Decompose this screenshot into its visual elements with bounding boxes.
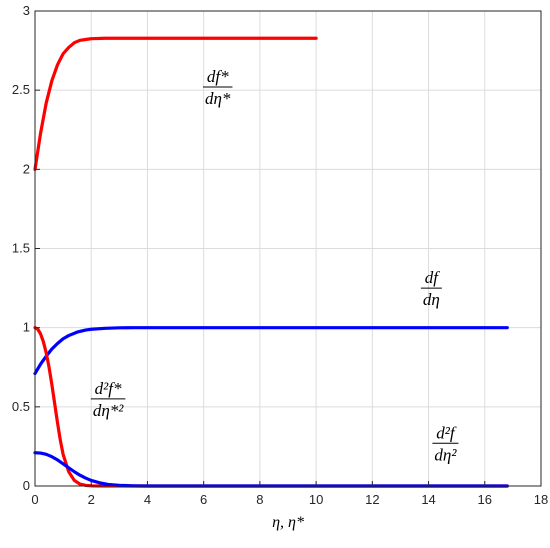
x-tick-label: 12 (365, 492, 379, 507)
annotation-numerator: d²f* (95, 379, 122, 398)
x-tick-label: 14 (421, 492, 435, 507)
annotation-denominator: dη² (434, 445, 457, 464)
x-tick-label: 0 (31, 492, 38, 507)
y-tick-label: 2 (23, 161, 30, 176)
y-tick-label: 0 (23, 478, 30, 493)
series-line-1 (33, 36, 318, 171)
annotation-d2f-star: d²f* dη*² (90, 379, 126, 420)
annotation-numerator: d²f (436, 423, 457, 442)
annotation-d2f: d²f dη² (432, 423, 459, 464)
annotation-denominator: dη (423, 290, 440, 309)
y-tick-label: 1.5 (12, 241, 30, 256)
x-tick-label: 18 (534, 492, 548, 507)
annotation-denominator: dη*² (93, 401, 124, 420)
y-tick-label: 2.5 (12, 82, 30, 97)
annotation-numerator: df (425, 268, 441, 287)
x-tick-label: 16 (478, 492, 492, 507)
x-tick-label: 10 (309, 492, 323, 507)
x-tick-label: 4 (144, 492, 151, 507)
x-axis-label: η, η* (272, 514, 304, 531)
series-line-2 (33, 326, 509, 376)
y-tick-label: 1 (23, 320, 30, 335)
annotation-df: df dη (420, 268, 442, 309)
x-tick-label: 2 (88, 492, 95, 507)
annotation-denominator: dη* (205, 89, 231, 108)
y-tick-label: 3 (23, 3, 30, 18)
x-tick-label: 8 (256, 492, 263, 507)
annotation-numerator: df* (207, 67, 229, 86)
tick-labels: 0 2 4 6 8 10 12 14 16 18 0 0.5 1 1.5 2 2.5 3 (12, 3, 548, 507)
y-tick-label: 0.5 (12, 399, 30, 414)
annotation-df-star: df* dη* (203, 67, 233, 108)
x-tick-label: 6 (200, 492, 207, 507)
